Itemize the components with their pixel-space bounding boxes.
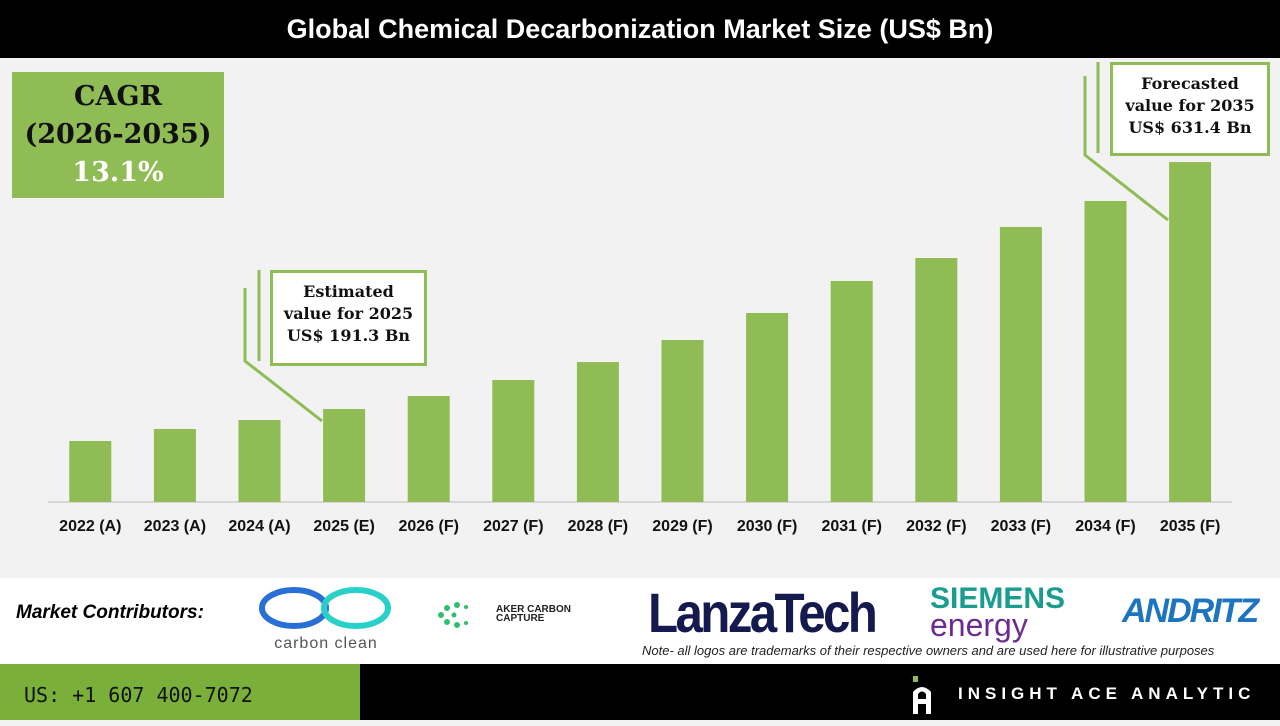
forecast-callout: Forecasted value for 2035 US$ 631.4 Bn (1110, 62, 1270, 156)
carbon-clean-logo: carbon clean (256, 586, 396, 652)
contributors-strip: Market Contributors: carbon clean AKER C… (0, 578, 1280, 664)
bar (746, 312, 789, 502)
cagr-box: CAGR (2026-2035) 13.1% (12, 72, 224, 198)
bar (238, 420, 281, 502)
bar (915, 258, 958, 502)
x-tick-label: 2034 (F) (1075, 518, 1135, 535)
callout-line: Forecasted (1141, 74, 1239, 93)
cagr-label: CAGR (74, 81, 162, 112)
carbon-clean-text: carbon clean (274, 635, 378, 652)
x-tick-label: 2024 (A) (228, 518, 290, 535)
plot-area: 2022 (A) 2023 (A) 2024 (A) 2025 (E) 2026 (F)… (0, 58, 1280, 576)
estimated-connector (243, 288, 323, 423)
bar (69, 441, 112, 502)
brand-name: INSIGHT ACE ANALYTIC (958, 684, 1256, 703)
x-tick-label: 2026 (F) (398, 518, 458, 535)
bar-chart: 2022 (A) 2023 (A) 2024 (A) 2025 (E) 2026 (F)… (48, 62, 1232, 535)
x-tick-label: 2023 (A) (144, 518, 206, 535)
callout-value: US$ 631.4 Bn (1128, 118, 1252, 137)
contributors-label: Market Contributors: (16, 602, 204, 623)
x-tick-label: 2027 (F) (483, 518, 543, 535)
x-tick-label: 2033 (F) (991, 518, 1051, 535)
bar (407, 395, 450, 502)
x-tick-label: 2030 (F) (737, 518, 797, 535)
lanzatech-logo: LanzaTech (648, 581, 878, 644)
bar (576, 362, 619, 502)
callout-line: value for 2025 (283, 304, 414, 323)
bar (999, 226, 1042, 503)
x-tick-label: 2022 (A) (59, 518, 121, 535)
bar (1169, 162, 1212, 502)
cagr-period: (2026-2035) (24, 119, 212, 150)
forecast-connector (1083, 76, 1169, 222)
andritz-logo: ANDRITZ (1122, 592, 1259, 630)
trademark-note: Note- all logos are trademarks of their … (642, 643, 1215, 658)
x-tick-label: 2029 (F) (652, 518, 712, 535)
callout-line: value for 2035 (1125, 96, 1255, 115)
x-tick-label: 2035 (F) (1160, 518, 1220, 535)
chart-title: Global Chemical Decarbonization Market S… (0, 0, 1280, 58)
phone-number[interactable]: US: +1 607 400-7072 (0, 664, 360, 720)
x-tick-label: 2028 (F) (568, 518, 628, 535)
bar (661, 339, 704, 502)
aker-text: AKER CARBON CAPTURE (496, 604, 571, 624)
callout-value: US$ 191.3 Bn (286, 326, 411, 345)
bar (830, 281, 873, 502)
footer-brand-bar: INSIGHT ACE ANALYTIC (360, 664, 1280, 720)
x-tick-label: 2025 (E) (313, 518, 374, 535)
aker-carbon-capture-logo: AKER CARBON CAPTURE (436, 600, 616, 630)
siemens-energy-logo: SIEMENS energy (930, 582, 1066, 643)
callout-line: Estimated (303, 282, 394, 301)
bar (153, 428, 196, 502)
bar (323, 409, 366, 502)
x-tick-label: 2031 (F) (821, 518, 881, 535)
bar (492, 380, 535, 502)
x-tick-label: 2032 (F) (906, 518, 966, 535)
estimated-callout: Estimated value for 2025 US$ 191.3 Bn (270, 270, 427, 366)
bar (1084, 200, 1127, 502)
cagr-value: 13.1% (72, 157, 164, 188)
insight-ace-logo-icon (913, 676, 931, 714)
